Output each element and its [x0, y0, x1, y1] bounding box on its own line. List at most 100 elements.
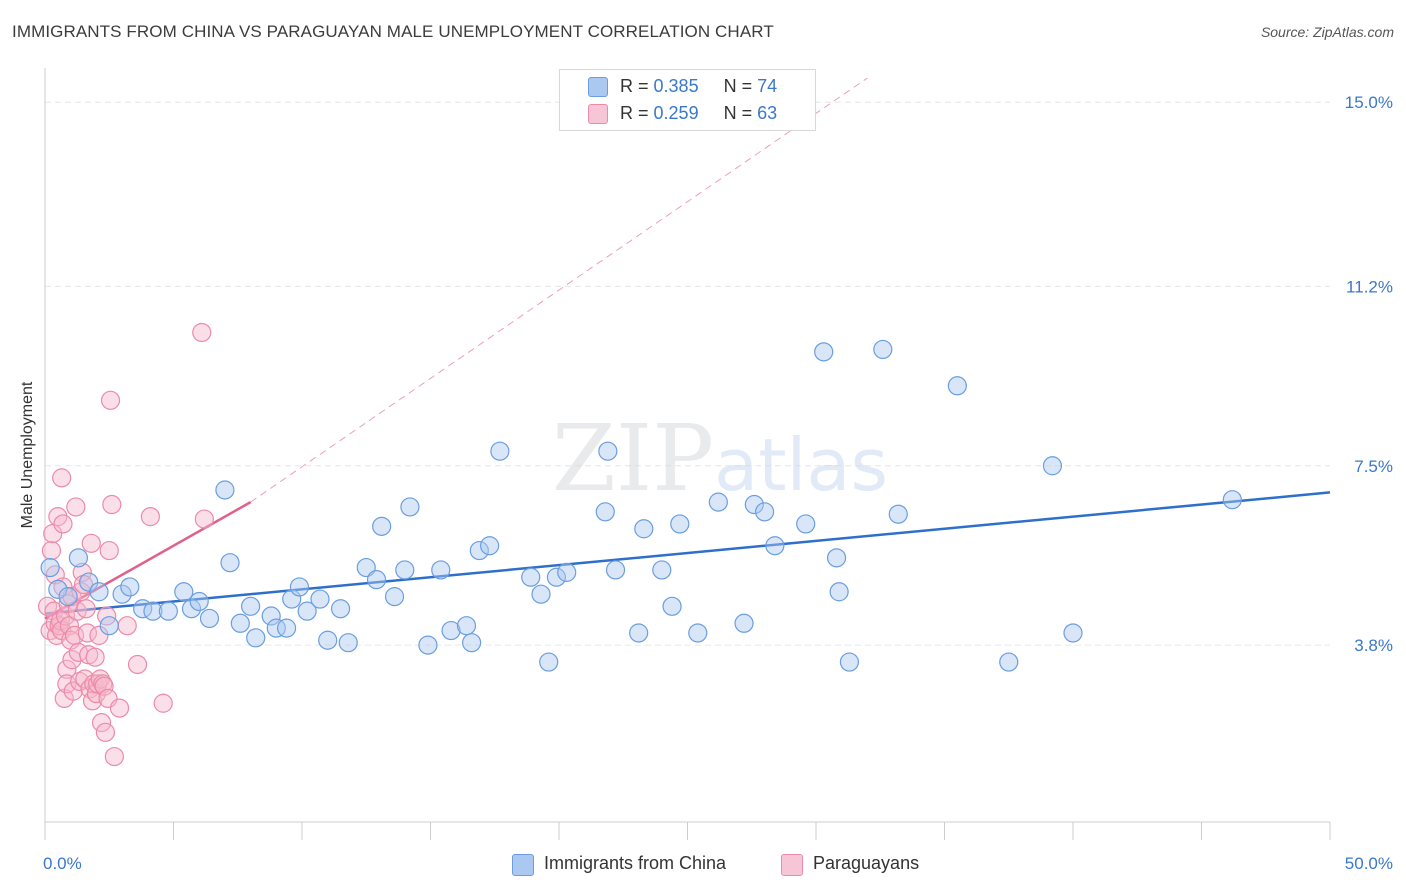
data-point-paraguayans — [57, 659, 77, 679]
data-point-china — [814, 342, 834, 362]
data-point-china — [598, 441, 618, 461]
data-point-china — [456, 616, 477, 636]
data-point-china — [395, 560, 415, 580]
data-point-china — [48, 579, 68, 599]
data-point-paraguayans — [194, 509, 214, 529]
data-point-china — [431, 560, 451, 580]
data-point-china — [888, 504, 908, 524]
data-point-china — [708, 492, 728, 512]
data-point-china — [282, 589, 302, 609]
data-point-china — [266, 618, 286, 638]
data-point-paraguayans — [55, 606, 76, 626]
data-point-china — [79, 572, 99, 592]
legend-swatch-paraguayans — [781, 854, 803, 876]
data-point-china — [826, 548, 847, 568]
data-point-china — [521, 567, 541, 587]
data-point-paraguayans — [117, 616, 137, 636]
data-point-paraguayans — [192, 322, 212, 343]
data-point-china — [68, 548, 89, 568]
legend-r-label: R = — [620, 76, 649, 96]
data-point-china — [1063, 623, 1083, 643]
data-point-china — [246, 628, 266, 648]
legend-swatch-paraguayans — [588, 104, 608, 124]
data-point-paraguayans — [41, 540, 62, 561]
data-point-china — [546, 567, 567, 587]
data-point-china — [734, 613, 754, 633]
data-point-china — [384, 587, 405, 607]
x-tick-label: 50.0% — [1345, 854, 1393, 873]
data-point-china — [297, 601, 317, 621]
series-paraguayans — [37, 322, 214, 767]
data-point-china — [400, 497, 420, 517]
data-point-paraguayans — [153, 693, 173, 713]
data-point-paraguayans — [53, 514, 73, 534]
legend-n-value-china: 74 — [757, 76, 778, 96]
legend-label-china: Immigrants from China — [544, 853, 727, 873]
legend-swatch-china — [512, 854, 534, 876]
y-tick-label: 11.2% — [1346, 277, 1393, 296]
data-point-china — [276, 618, 297, 638]
legend-r-value-paraguayans: 0.259 — [653, 103, 699, 123]
data-point-paraguayans — [95, 722, 115, 742]
data-point-china — [670, 514, 690, 534]
data-point-china — [215, 480, 235, 500]
chart-title: IMMIGRANTS FROM CHINA VS PARAGUAYAN MALE… — [12, 22, 774, 41]
data-point-china — [1042, 456, 1063, 476]
data-point-china — [99, 616, 119, 636]
source-label: Source: ZipAtlas.com — [1260, 24, 1394, 40]
data-point-china — [372, 516, 392, 536]
data-point-paraguayans — [91, 713, 112, 733]
series-immigrants-from-china — [40, 339, 1242, 672]
data-point-china — [652, 560, 672, 580]
legend-r-label: R = — [620, 103, 649, 123]
data-point-china — [112, 584, 132, 604]
data-point-china — [634, 519, 654, 539]
tick-labels: 3.8% 7.5% 11.2% 15.0% 0.0% 50.0% — [43, 93, 1393, 873]
data-point-china — [557, 562, 577, 582]
trend-lines — [44, 77, 1331, 620]
data-point-china — [539, 652, 559, 672]
trend-line-paraguayans — [44, 501, 252, 620]
data-point-china — [338, 633, 358, 653]
data-point-china — [318, 630, 338, 650]
legend-n-label: N = — [723, 76, 753, 96]
legend-n-value-paraguayans: 63 — [757, 103, 778, 123]
data-point-china — [289, 577, 310, 597]
data-point-china — [261, 606, 281, 626]
data-point-china — [120, 577, 140, 597]
data-point-paraguayans — [81, 533, 101, 553]
data-point-paraguayans — [66, 497, 86, 517]
data-point-china — [40, 557, 60, 578]
y-tick-label: 15.0% — [1345, 93, 1393, 112]
data-point-china — [744, 494, 764, 515]
data-point-china — [765, 536, 785, 556]
data-point-china — [796, 514, 816, 534]
correlation-legend: R = 0.385 N = 74 R = 0.259 N = 63 — [559, 69, 816, 131]
data-point-paraguayans — [94, 676, 114, 696]
data-point-china — [629, 623, 649, 643]
legend-label-paraguayans: Paraguayans — [813, 853, 920, 873]
data-point-china — [310, 589, 330, 609]
data-point-china — [754, 502, 775, 522]
data-point-china — [220, 553, 240, 573]
y-tick-label: 3.8% — [1354, 636, 1393, 655]
data-point-paraguayans — [89, 625, 109, 645]
data-point-china — [662, 596, 682, 616]
trend-line-china — [44, 491, 1331, 615]
data-point-china — [158, 601, 178, 621]
legend-swatch-china — [588, 77, 608, 97]
data-point-china — [230, 613, 250, 633]
data-point-paraguayans — [85, 647, 105, 667]
data-point-china — [873, 339, 893, 360]
data-point-china — [330, 599, 351, 619]
data-point-china — [58, 587, 78, 607]
data-point-paraguayans — [99, 540, 119, 561]
gridlines — [45, 101, 1330, 646]
trend-line-paraguayans-dashed — [250, 77, 868, 503]
data-point-china — [181, 599, 202, 619]
data-point-paraguayans — [104, 746, 124, 767]
data-point-paraguayans — [77, 623, 98, 643]
data-point-china — [366, 570, 387, 590]
data-point-china — [839, 652, 860, 672]
